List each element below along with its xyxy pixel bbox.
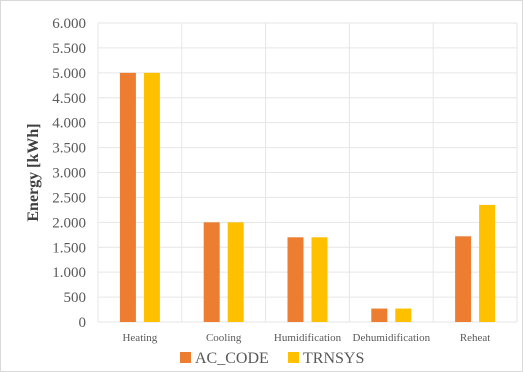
- legend: AC_CODE TRNSYS: [180, 350, 364, 367]
- x-category-label: Heating: [122, 332, 157, 344]
- y-axis-ticks: 0 500 1.000 1.500 2.000 2.500 3.000 3.500 4.000 4…: [52, 16, 86, 331]
- x-category-label: Humidification: [274, 332, 342, 344]
- y-tick-label: 3.000: [52, 166, 86, 182]
- legend-label: TRNSYS: [303, 350, 364, 367]
- y-tick-label: 500: [64, 290, 87, 306]
- y-tick-label: 0: [79, 315, 87, 331]
- y-tick-label: 3.500: [52, 141, 86, 157]
- bars: [119, 72, 496, 322]
- category-labels: Heating Cooling Humidification Dehumidifica…: [122, 332, 490, 344]
- y-tick-label: 5.500: [52, 41, 86, 57]
- y-tick-label: 2.000: [52, 215, 86, 231]
- grid-lines: [97, 22, 518, 323]
- x-category-label: Reheat: [460, 332, 491, 344]
- y-tick-label: 4.000: [52, 116, 86, 132]
- legend-swatch: [288, 352, 299, 363]
- x-category-label: Dehumidification: [353, 332, 431, 344]
- bar-trnsys: [479, 204, 496, 322]
- y-tick-label: 6.000: [52, 16, 86, 32]
- bar-ac-code: [371, 308, 388, 322]
- bar-trnsys: [395, 308, 412, 322]
- legend-swatch: [180, 352, 191, 363]
- bar-ac-code: [119, 72, 136, 322]
- bar-trnsys: [143, 72, 160, 322]
- y-tick-label: 5.000: [52, 66, 86, 82]
- bar-ac-code: [287, 237, 304, 322]
- y-tick-label: 1.000: [52, 265, 86, 281]
- bar-ac-code: [203, 222, 220, 322]
- y-tick-label: 1.500: [52, 240, 86, 256]
- bar-ac-code: [455, 236, 472, 322]
- y-axis-label: Energy [kWh]: [25, 123, 42, 221]
- bar-trnsys: [311, 237, 328, 322]
- y-tick-label: 4.500: [52, 91, 86, 107]
- x-category-label: Cooling: [206, 332, 242, 344]
- legend-label: AC_CODE: [195, 350, 269, 367]
- y-tick-label: 2.500: [52, 190, 86, 206]
- bar-trnsys: [227, 222, 244, 322]
